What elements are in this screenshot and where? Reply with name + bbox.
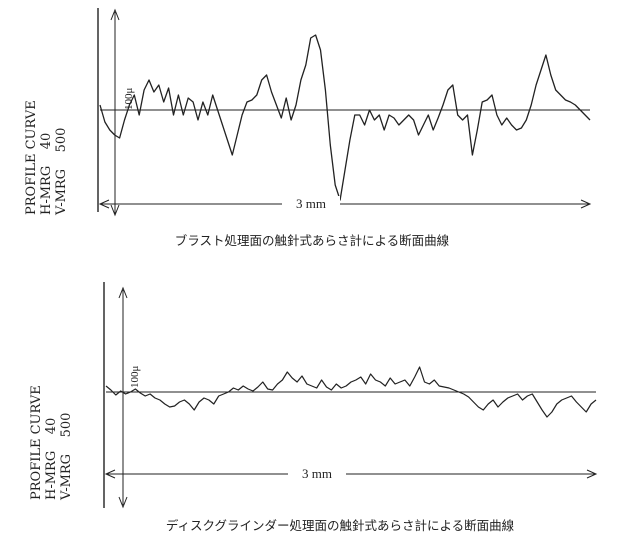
disc-grinder-profile-chart: 100μ PROFILE CURVE H-MRG 40 V-MRG 500 3 … xyxy=(29,282,598,533)
chart0-axis-label: PROFILE CURVE H-MRG 40 V-MRG 500 xyxy=(24,100,69,216)
chart1-hscale-arrowhead-right xyxy=(586,469,598,479)
chart0-ylabel-line-1: PROFILE CURVE xyxy=(24,100,39,215)
chart0-hscale-label-backdrop xyxy=(282,196,340,212)
chart0-vertical-scale-label: 100μ xyxy=(123,88,135,111)
blast-profile-chart: 100μ PROFILE CURVE H-MRG 40 V-MRG 500 3 … xyxy=(24,8,592,248)
chart1-horizontal-scale-label: 3 mm xyxy=(302,466,332,481)
chart1-profile-trace xyxy=(105,366,597,418)
chart0-hscale-arrowhead-right xyxy=(580,199,592,209)
chart1-scale-arrowhead-up xyxy=(118,286,128,299)
chart1-hscale-label-backdrop xyxy=(288,466,346,482)
chart1-axis-label: PROFILE CURVE H-MRG 40 V-MRG 500 xyxy=(29,385,74,501)
chart1-ylabel-line-2: H-MRG 40 xyxy=(44,418,59,500)
chart1-caption: ディスクグラインダー処理面の触針式あらさ計による断面曲線 xyxy=(166,518,515,533)
chart0-horizontal-scale-label: 3 mm xyxy=(296,196,326,211)
chart0-scale-arrowhead-down xyxy=(110,204,120,217)
chart1-hscale-arrowhead-left xyxy=(104,469,116,479)
chart0-scale-arrowhead-up xyxy=(110,8,120,21)
chart0-profile-trace xyxy=(99,34,591,201)
chart1-ylabel-line-3: V-MRG 500 xyxy=(59,413,74,501)
chart0-ylabel-line-2: H-MRG 40 xyxy=(39,133,54,215)
chart1-scale-arrowhead-down xyxy=(118,496,128,509)
chart0-ylabel-line-3: V-MRG 500 xyxy=(54,128,69,216)
chart1-vertical-scale-label: 100μ xyxy=(129,366,141,389)
chart0-hscale-arrowhead-left xyxy=(98,199,110,209)
chart0-caption: ブラスト処理面の触針式あらさ計による断面曲線 xyxy=(175,233,450,248)
chart1-ylabel-line-1: PROFILE CURVE xyxy=(29,385,44,500)
